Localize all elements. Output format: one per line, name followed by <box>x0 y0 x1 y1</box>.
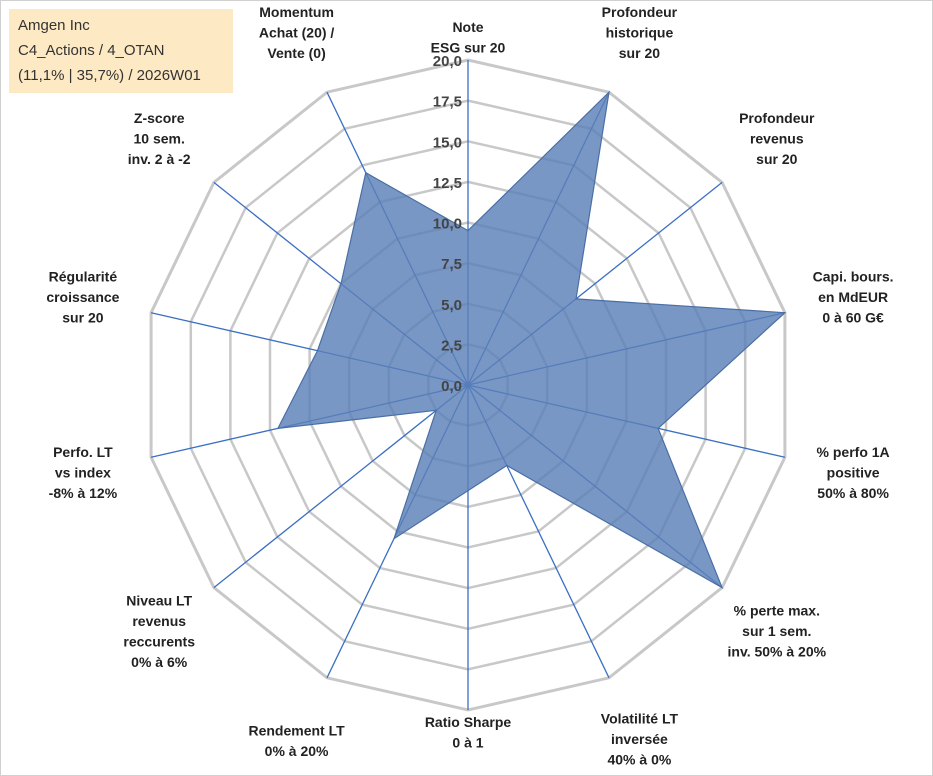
axis-label-line: 0 à 60 G€ <box>822 309 884 325</box>
axis-label-line: Vente (0) <box>267 45 325 61</box>
axis-label-line: sur 20 <box>756 151 797 167</box>
axis-label-12: Z-score 10 sem. inv. 2 à -2 <box>128 110 191 167</box>
axis-label-1: Profondeur historique sur 20 <box>602 4 678 61</box>
axis-label-line: Capi. bours. <box>813 268 894 284</box>
axis-label-line: 10 sem. <box>134 131 185 147</box>
axis-label-line: % perfo 1A <box>817 444 890 460</box>
axis-spoke <box>213 384 469 589</box>
axis-label-line: Momentum <box>259 4 334 20</box>
axis-label-line: revenus <box>750 131 804 147</box>
axis-label-line: 0 à 1 <box>452 735 483 751</box>
axis-label-6: Volatilité LT inversée 40% à 0% <box>601 711 679 768</box>
tick-label: 5,0 <box>441 297 462 314</box>
axis-label-line: croissance <box>46 289 119 305</box>
axis-label-line: 0% à 20% <box>265 743 329 759</box>
axis-label-line: positive <box>827 465 880 481</box>
info-box: Amgen Inc C4_Actions / 4_OTAN (11,1% | 3… <box>9 9 233 93</box>
axis-label-line: Note <box>452 19 483 35</box>
axis-label-line: sur 1 sem. <box>742 623 811 639</box>
company-name: Amgen Inc <box>18 17 90 34</box>
tick-label: 17,5 <box>433 94 462 111</box>
axis-label-8: Rendement LT 0% à 20% <box>248 722 345 759</box>
axis-label-line: revenus <box>132 613 186 629</box>
axis-label-line: Niveau LT <box>126 592 192 608</box>
axis-label-11: Régularité croissance sur 20 <box>46 268 119 325</box>
axis-label-line: Régularité <box>49 268 118 284</box>
label-layer: Note ESG sur 20 Profondeur historique sur 20… <box>46 4 893 768</box>
axis-label-line: ESG sur 20 <box>431 40 506 56</box>
axis-label-4: % perfo 1A positive 50% à 80% <box>817 444 890 501</box>
axis-label-line: % perte max. <box>734 603 820 619</box>
tick-label: 20,0 <box>433 53 462 70</box>
period-stats: (11,1% | 35,7%) / 2026W01 <box>18 67 201 84</box>
axis-label-3: Capi. bours. en MdEUR 0 à 60 G€ <box>813 268 894 325</box>
axis-label-line: Achat (20) / <box>259 25 335 41</box>
axis-label-line: en MdEUR <box>818 289 888 305</box>
axis-label-line: Z-score <box>134 110 185 126</box>
axis-label-line: Profondeur <box>602 4 678 20</box>
series-area <box>276 90 787 589</box>
axis-label-line: inv. 2 à -2 <box>128 151 191 167</box>
axis-label-line: vs index <box>55 465 111 481</box>
axis-label-2: Profondeur revenus sur 20 <box>739 110 815 167</box>
portfolio-code: C4_Actions / 4_OTAN <box>18 42 165 59</box>
tick-layer: 0,0 2,5 5,0 7,5 10,0 12,5 15,0 17,5 20,0 <box>433 53 462 395</box>
axis-label-line: 40% à 0% <box>607 752 671 768</box>
axis-label-line: Profondeur <box>739 110 815 126</box>
axis-label-line: reccurents <box>123 633 195 649</box>
axis-label-line: -8% à 12% <box>49 485 118 501</box>
tick-label: 10,0 <box>433 216 462 233</box>
axis-label-line: inv. 50% à 20% <box>728 644 827 660</box>
tick-label: 2,5 <box>441 337 462 354</box>
axis-label-line: Ratio Sharpe <box>425 714 512 730</box>
axis-label-line: 0% à 6% <box>131 654 188 670</box>
axis-label-0: Note ESG sur 20 <box>431 19 506 56</box>
axis-label-line: Volatilité LT <box>601 711 679 727</box>
axis-label-line: Perfo. LT <box>53 444 113 460</box>
tick-label: 7,5 <box>441 256 462 273</box>
axis-label-10: Perfo. LT vs index -8% à 12% <box>49 444 118 501</box>
tick-label: 0,0 <box>441 378 462 395</box>
axis-label-line: historique <box>606 25 674 41</box>
tick-label: 15,0 <box>433 134 462 151</box>
axis-label-9: Niveau LT revenus reccurents 0% à 6% <box>123 592 195 670</box>
tick-label: 12,5 <box>433 175 462 192</box>
axis-label-13: Momentum Achat (20) / Vente (0) <box>259 4 335 61</box>
axis-label-7: Ratio Sharpe 0 à 1 <box>425 714 512 751</box>
axis-label-line: Rendement LT <box>248 722 345 738</box>
axis-label-line: sur 20 <box>62 309 103 325</box>
axis-label-line: sur 20 <box>619 45 660 61</box>
axis-label-5: % perte max. sur 1 sem. inv. 50% à 20% <box>728 603 827 660</box>
axis-label-line: 50% à 80% <box>817 485 889 501</box>
series-layer <box>276 90 787 589</box>
axis-label-line: inversée <box>611 731 668 747</box>
